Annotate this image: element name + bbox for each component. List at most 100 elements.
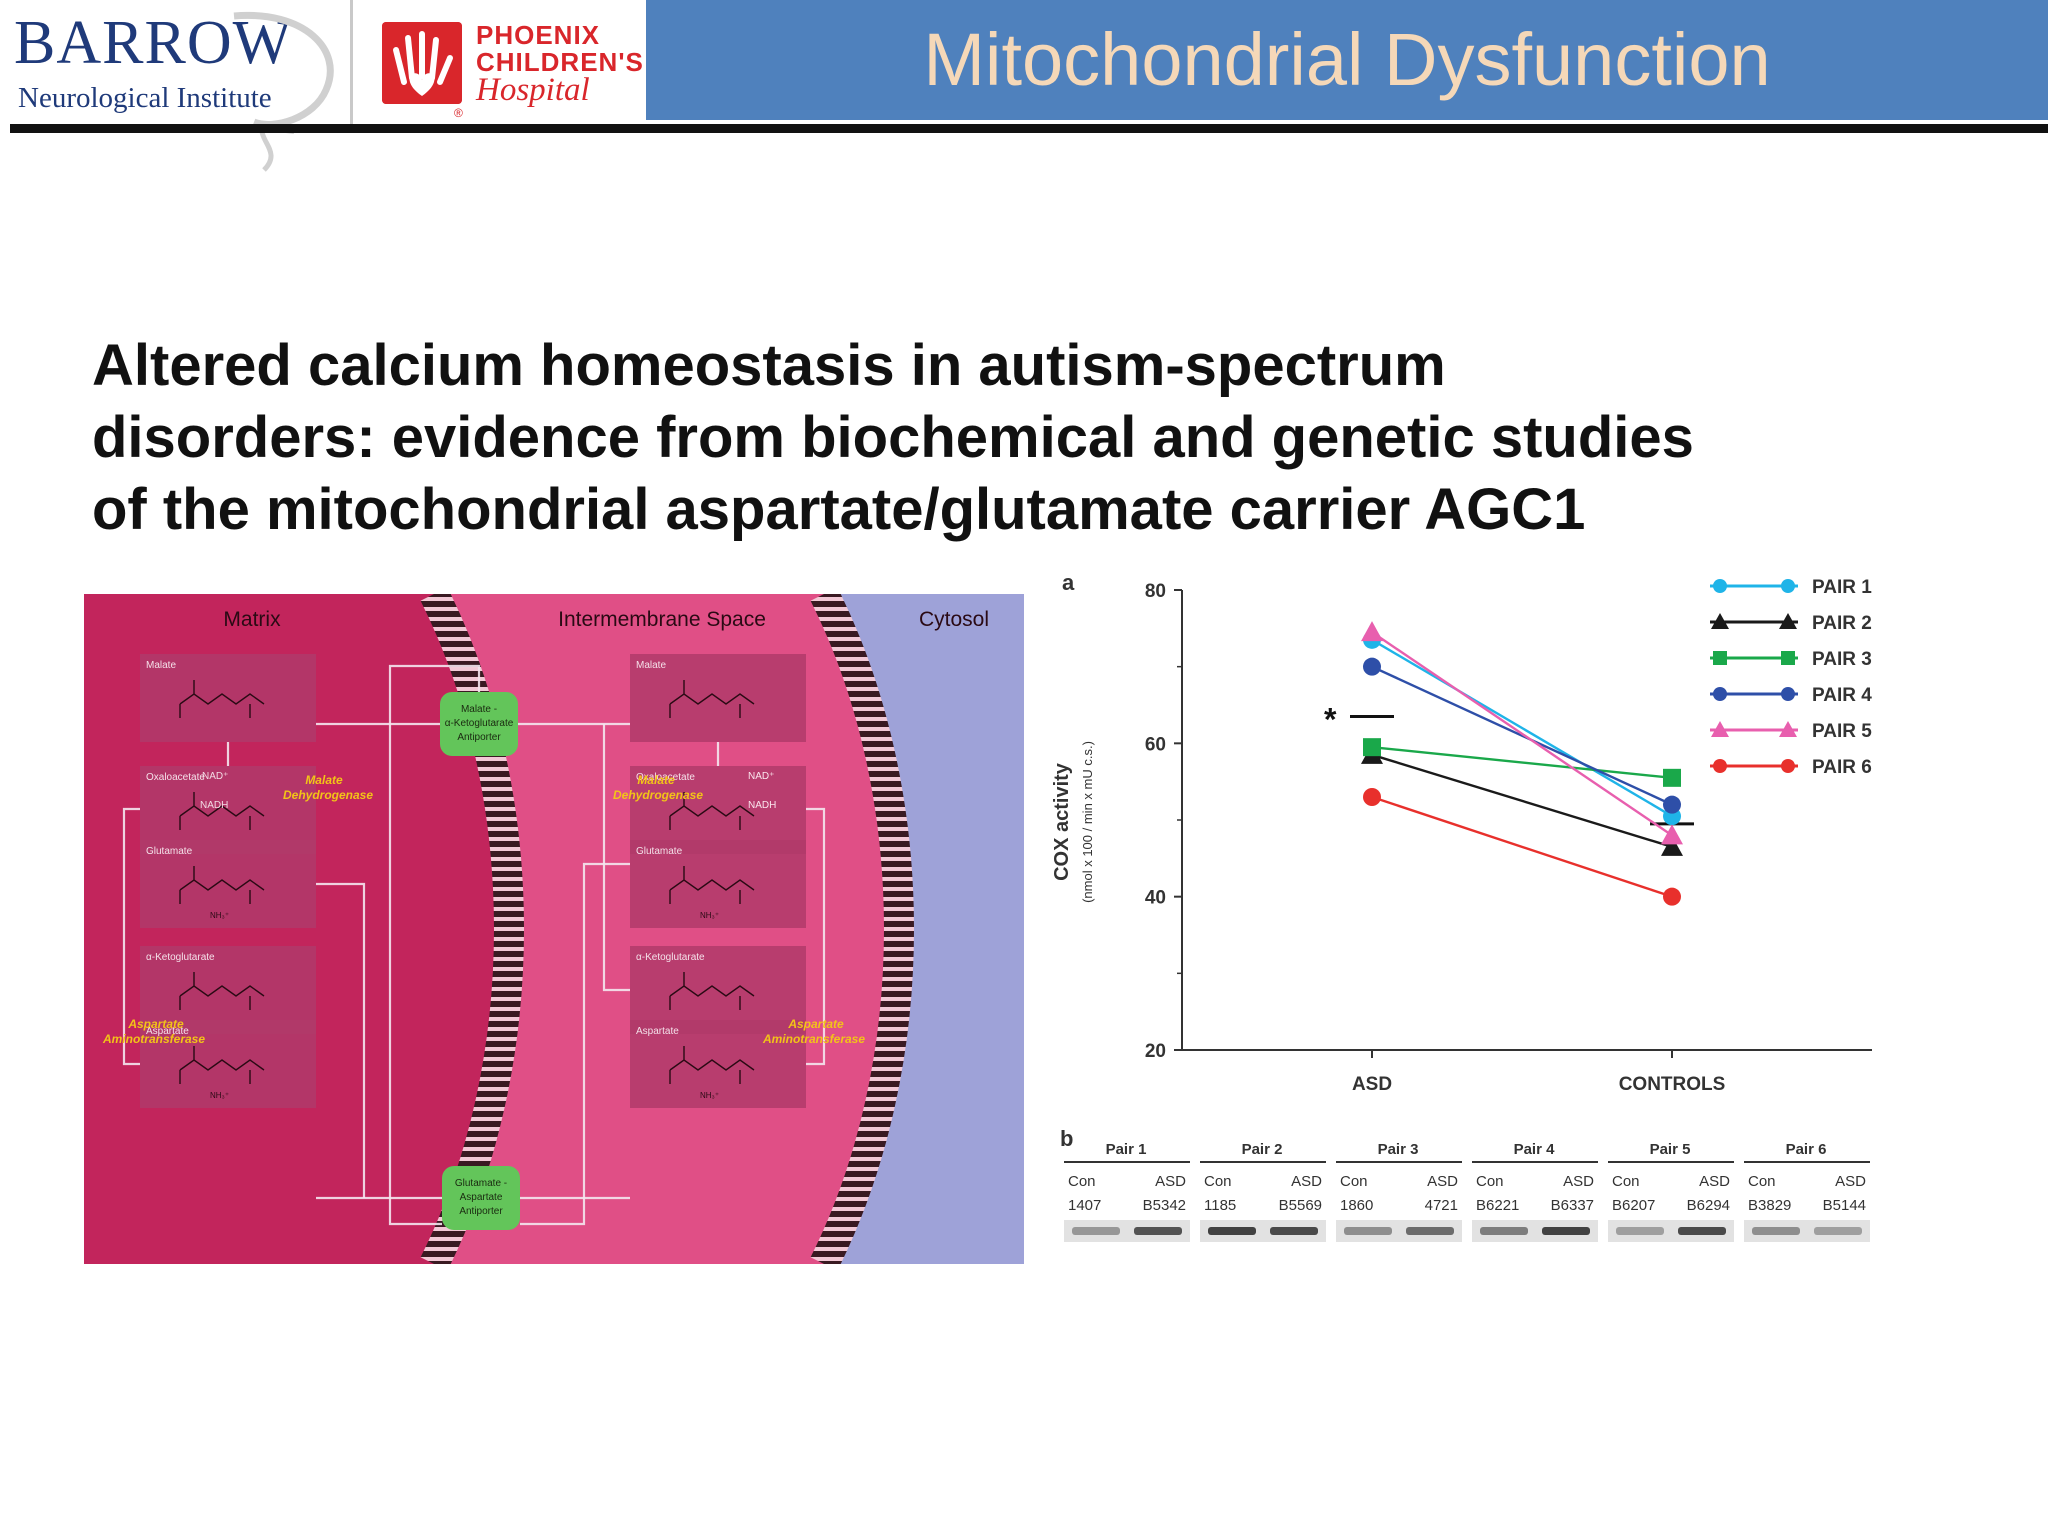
legend-marker-b-4 [1781,687,1795,701]
series-6 [1363,788,1681,906]
ims-metabolite-boxes: Malate Oxaloacetate Glutamate NH₃⁺ α-Ketoglu… [630,654,806,1108]
blot-pair-2: Pair 2 Con 1185 ASD B5569 [1200,1141,1326,1242]
legend-item-3: PAIR 3 [1710,649,1872,670]
barrow-logo-word: BARROW [14,9,293,77]
flow-line-9 [806,807,826,1066]
ims-box-3: α-Ketoglutarate [630,946,806,1034]
blot-pair-label-4: Pair 4 [1514,1141,1556,1158]
flow-line-11 [602,724,630,992]
glutamate-aspartate-antiporter: Glutamate - Aspartate Antiporter [442,1166,520,1230]
blot-con-4: Con [1476,1173,1504,1190]
y-axis-label: COX activity [1051,762,1073,881]
shuttle-flow-lines [122,664,826,1226]
ims-box-label-1: Oxaloacetate [636,772,695,783]
blot-asd-id-2: B5569 [1279,1197,1322,1214]
region-label-ims: Intermembrane Space [558,608,766,631]
blot-con-1: Con [1068,1173,1096,1190]
blot-band-3-asd [1406,1227,1454,1235]
pch-logo-line1: PHOENIX [476,20,601,50]
blot-con-2: Con [1204,1173,1232,1190]
flow-line-4 [520,862,630,1226]
blot-asd-id-5: B6294 [1687,1197,1730,1214]
cofactor-nadh-left: NADH [200,800,228,811]
legend-marker-b-1 [1781,579,1795,593]
matrix-box-label-3: α-Ketoglutarate [146,952,215,963]
matrix-nh3-4: NH₃⁺ [210,1091,229,1100]
ims-nh3-2: NH₃⁺ [700,911,719,920]
blot-band-5-con [1616,1227,1664,1235]
malate-aspartate-shuttle-diagram: Matrix Intermembrane Space Cytosol Malat… [84,594,1024,1264]
blot-pair-label-2: Pair 2 [1242,1141,1283,1158]
data-point-4-0 [1363,657,1381,676]
blot-asd-1: ASD [1155,1173,1186,1190]
legend-marker-b-6 [1781,759,1795,773]
y-axis-units-text: (nmol x 100 / min x mU c.s.) [1080,741,1095,903]
barrow-logo: BARROW Neurological Institute [14,9,344,172]
blot-lane-bg-3 [1336,1220,1462,1242]
data-point-3-1 [1663,768,1681,787]
blot-pair-6: Pair 6 Con B3829 ASD B5144 [1744,1141,1870,1242]
slide-title: Mitochondrial Dysfunction [923,18,1771,101]
ims-box-label-0: Malate [636,660,666,671]
enzyme-ast-right-1: Aspartate [787,1017,844,1031]
blot-band-4-con [1480,1227,1528,1235]
data-point-6-1 [1663,887,1681,906]
blot-asd-2: ASD [1291,1173,1322,1190]
legend-item-1: PAIR 1 [1710,577,1872,598]
cox-activity-chart: a COX activity (nmol x 100 / min x mU c.… [1051,570,1872,1095]
region-label-matrix: Matrix [223,608,281,631]
matrix-box-label-4: Aspartate [146,1026,189,1037]
significance-marker: * [1324,702,1337,738]
matrix-box-label-0: Malate [146,660,176,671]
ims-box-4: Aspartate NH₃⁺ [630,1020,806,1108]
blot-lane-bg-2 [1200,1220,1326,1242]
blot-con-3: Con [1340,1173,1368,1190]
blot-con-5: Con [1612,1173,1640,1190]
legend-marker-a-3 [1713,651,1727,665]
blot-asd-id-4: B6337 [1551,1197,1594,1214]
blot-con-id-3: 1860 [1340,1197,1373,1214]
phoenix-childrens-logo: PHOENIX CHILDREN'S Hospital ® [382,20,643,122]
blot-pair-label-1: Pair 1 [1106,1141,1147,1158]
blot-asd-id-3: 4721 [1425,1197,1458,1214]
blot-band-6-con [1752,1227,1800,1235]
antiporter-top-line-2: α-Ketoglutarate [445,718,514,729]
matrix-box-1: Oxaloacetate [140,766,316,854]
legend-marker-b-3 [1781,651,1795,665]
blot-pair-label-5: Pair 5 [1650,1141,1691,1158]
series-line-2 [1371,753,1673,848]
ims-box-1: Oxaloacetate [630,766,806,854]
ims-nh3-4: NH₃⁺ [700,1091,719,1100]
pch-logo-line3: Hospital [476,72,590,108]
blot-lane-bg-1 [1064,1220,1190,1242]
x-tick-label-0: ASD [1352,1074,1392,1095]
paper-title-line-2: disorders: evidence from biochemical and… [92,405,1694,470]
data-point-3-0 [1363,738,1381,757]
y-axis-units: (nmol x 100 / min x mU c.s.) [1080,741,1095,903]
matrix-molecule-4 [179,1046,265,1084]
antiporter-top-line-1: Malate - [461,704,497,715]
ims-box-2: Glutamate NH₃⁺ [630,840,806,928]
chart-axes: 20 40 60 80 ASD CONTROLS * [1145,581,1872,1095]
blot-lane-bg-5 [1608,1220,1734,1242]
matrix-molecule-0 [179,680,265,718]
western-blot-panel: b Pair 1 Con 1407 ASD B5342 Pair 2 Con 1185 ASD B… [1060,1126,1870,1242]
blot-asd-3: ASD [1427,1173,1458,1190]
blot-band-4-asd [1542,1227,1590,1235]
matrix-box-2: Glutamate NH₃⁺ [140,840,316,928]
matrix-nh3-2: NH₃⁺ [210,911,229,920]
y-axis-title: COX activity [1051,762,1073,881]
legend-label-4: PAIR 4 [1812,685,1872,706]
blot-asd-4: ASD [1563,1173,1594,1190]
data-point-6-0 [1363,788,1381,806]
blot-lane-bg-4 [1472,1220,1598,1242]
blot-band-2-con [1208,1227,1256,1235]
legend-marker-a-6 [1713,759,1727,773]
cofactor-nadh-right: NADH [748,800,776,811]
data-point-2-1 [1661,835,1683,856]
ims-box-label-2: Glutamate [636,846,683,857]
flow-line-2 [388,664,481,1226]
antiporter-bottom-line-3: Antiporter [459,1206,503,1217]
legend-label-1: PAIR 1 [1812,577,1872,598]
y-tick-label-0: 20 [1145,1041,1166,1062]
